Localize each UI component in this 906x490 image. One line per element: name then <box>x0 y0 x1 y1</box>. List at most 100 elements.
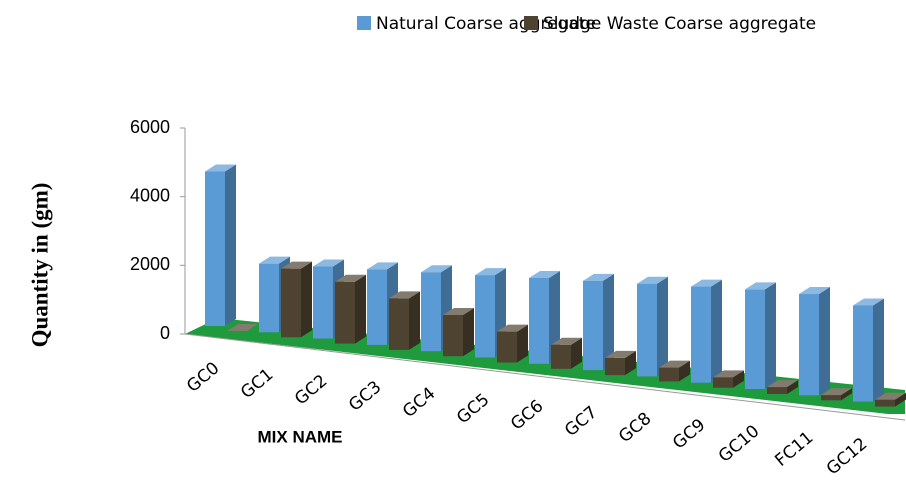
bar-top <box>637 276 668 284</box>
bar-top <box>583 273 614 281</box>
bar <box>281 261 312 338</box>
bar-top <box>389 291 420 299</box>
bar-side <box>463 308 474 357</box>
bar-side <box>301 261 312 338</box>
bar-front <box>443 315 463 357</box>
x-tick-label: GC6 <box>507 396 547 434</box>
legend-label: Natural Coarse aggregate <box>376 14 596 34</box>
bar-front <box>875 399 895 407</box>
floor <box>185 318 905 414</box>
legend-swatch <box>524 16 538 30</box>
bar-front <box>205 171 225 326</box>
bar-side <box>679 360 690 382</box>
x-axis-title: MIX NAME <box>258 427 343 446</box>
bar-front <box>745 289 765 389</box>
bar-top <box>713 370 744 378</box>
bar <box>227 324 258 331</box>
bar-side <box>355 274 366 344</box>
bar-front <box>529 277 549 364</box>
bar <box>497 324 528 363</box>
bar-front <box>281 268 301 338</box>
y-tick-label: 0 <box>160 323 170 343</box>
bar <box>529 270 560 364</box>
x-tick-label: GC4 <box>399 384 439 422</box>
bar-top <box>821 388 852 396</box>
bar-top <box>475 268 506 276</box>
bar <box>821 388 852 401</box>
bar-side <box>409 291 420 350</box>
bar-front <box>659 367 679 382</box>
x-tick-label: GC9 <box>669 415 709 453</box>
bar-top <box>443 308 474 315</box>
y-axis-title: Quantity in (gm) <box>27 183 52 348</box>
bar <box>605 350 636 376</box>
bar-side <box>787 380 798 394</box>
bar-front <box>637 283 657 377</box>
x-tick-label: GC10 <box>715 421 764 466</box>
bar-front <box>259 263 279 333</box>
bar-front <box>475 275 495 358</box>
bar <box>583 273 614 371</box>
bar-front <box>335 281 355 344</box>
bar-top <box>605 350 636 358</box>
y-tick-label: 2000 <box>130 254 170 274</box>
bar-top <box>335 274 366 282</box>
bar-top <box>367 262 398 270</box>
bar <box>389 291 420 350</box>
bar-top <box>853 298 884 306</box>
bar-front <box>853 305 873 402</box>
bar <box>799 287 830 396</box>
bar-top <box>205 164 236 172</box>
y-tick-label: 6000 <box>130 117 170 137</box>
bar-side <box>657 276 668 377</box>
bar-front <box>821 395 841 401</box>
bar-front <box>605 357 625 376</box>
bar-front <box>799 294 819 396</box>
bar-front <box>691 286 711 383</box>
bar-top <box>659 360 690 368</box>
bar <box>443 308 474 357</box>
bar <box>853 298 884 402</box>
bar-top <box>227 324 258 331</box>
bar <box>659 360 690 382</box>
bar-top <box>529 270 560 278</box>
bar <box>637 276 668 377</box>
bar-side <box>571 337 582 369</box>
bar-top <box>259 256 290 264</box>
bar-side <box>895 392 906 407</box>
bar-top <box>745 282 776 290</box>
bar-front <box>367 269 387 345</box>
bar-side <box>225 164 236 326</box>
x-tick-label: GC8 <box>615 409 655 447</box>
x-tick-label: FC11 <box>771 428 817 471</box>
bar-side <box>549 270 560 364</box>
bar <box>745 282 776 389</box>
bar <box>551 337 582 369</box>
bar <box>205 164 236 326</box>
bar-side <box>873 298 884 402</box>
bar <box>713 370 744 388</box>
x-tick-label: GC12 <box>823 434 872 479</box>
x-tick-label: GC3 <box>345 377 385 415</box>
bar <box>875 392 906 407</box>
bar-front <box>313 266 333 339</box>
bar <box>335 274 366 344</box>
x-tick-label: GC0 <box>183 358 223 396</box>
bar-top <box>767 380 798 388</box>
x-tick-label: GC1 <box>237 365 277 403</box>
x-tick-label: GC2 <box>291 371 331 409</box>
bar-front <box>713 377 733 388</box>
bar-side <box>765 282 776 389</box>
bar-top <box>421 265 452 273</box>
bar <box>767 380 798 394</box>
legend-label: Sludge Waste Coarse aggregate <box>543 14 816 34</box>
x-tick-label: GC7 <box>561 402 601 440</box>
bar-side <box>517 324 528 363</box>
y-tick-label: 4000 <box>130 185 170 205</box>
bar-top <box>281 261 312 269</box>
bar-side <box>733 370 744 388</box>
x-tick-label: GC5 <box>453 390 493 428</box>
bar-side <box>841 388 852 401</box>
legend-swatch <box>357 16 371 30</box>
bar-front <box>389 298 409 350</box>
